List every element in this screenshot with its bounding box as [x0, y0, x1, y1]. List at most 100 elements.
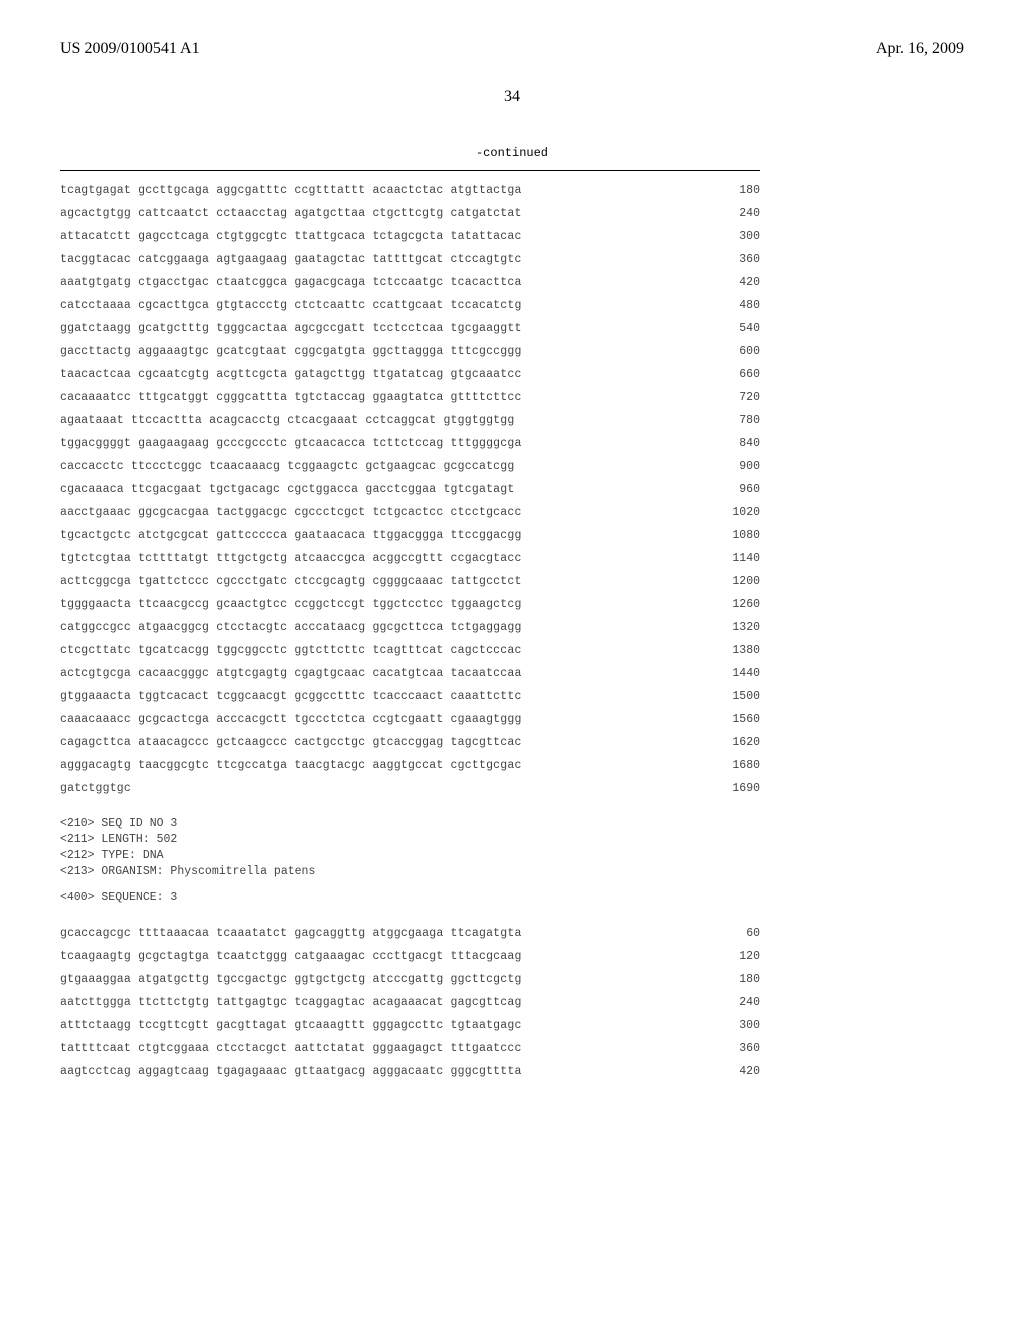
sequence-text: actcgtgcga cacaacgggc atgtcgagtg cgagtgc…	[60, 662, 522, 685]
meta-type: <212> TYPE: DNA	[60, 848, 964, 864]
sequence-text: ggatctaagg gcatgctttg tgggcactaa agcgccg…	[60, 317, 522, 340]
sequence-text: cgacaaaca ttcgacgaat tgctgacagc cgctggac…	[60, 478, 514, 501]
sequence-line: caccacctc ttccctcggc tcaacaaacg tcggaagc…	[60, 455, 760, 478]
sequence-meta: <210> SEQ ID NO 3 <211> LENGTH: 502 <212…	[60, 816, 964, 906]
page-number: 34	[60, 88, 964, 106]
sequence-position: 600	[710, 340, 760, 363]
sequence-line: atttctaagg tccgttcgtt gacgttagat gtcaaag…	[60, 1014, 760, 1037]
sequence-text: acttcggcga tgattctccc cgccctgatc ctccgca…	[60, 570, 522, 593]
sequence-position: 1080	[710, 524, 760, 547]
sequence-position: 960	[710, 478, 760, 501]
sequence-line: agcactgtgg cattcaatct cctaacctag agatgct…	[60, 202, 760, 225]
sequence-text: agggacagtg taacggcgtc ttcgccatga taacgta…	[60, 754, 522, 777]
sequence-line: gatctggtgc1690	[60, 777, 760, 800]
sequence-line: gtggaaacta tggtcacact tcggcaacgt gcggcct…	[60, 685, 760, 708]
sequence-text: gaccttactg aggaaagtgc gcatcgtaat cggcgat…	[60, 340, 522, 363]
sequence-text: cagagcttca ataacagccc gctcaagccc cactgcc…	[60, 731, 522, 754]
sequence-line: tggggaacta ttcaacgccg gcaactgtcc ccggctc…	[60, 593, 760, 616]
sequence-line: agaataaat ttccacttta acagcacctg ctcacgaa…	[60, 409, 760, 432]
sequence-position: 1620	[710, 731, 760, 754]
sequence-position: 1140	[710, 547, 760, 570]
sequence-line: cgacaaaca ttcgacgaat tgctgacagc cgctggac…	[60, 478, 760, 501]
sequence-line: caaacaaacc gcgcactcga acccacgctt tgccctc…	[60, 708, 760, 731]
sequence-text: agaataaat ttccacttta acagcacctg ctcacgaa…	[60, 409, 514, 432]
divider-line	[60, 170, 760, 171]
sequence-position: 1680	[710, 754, 760, 777]
sequence-text: gatctggtgc	[60, 777, 131, 800]
sequence-line: taacactcaa cgcaatcgtg acgttcgcta gatagct…	[60, 363, 760, 386]
sequence-block-1: tcagtgagat gccttgcaga aggcgatttc ccgttta…	[60, 179, 760, 800]
sequence-text: tcagtgagat gccttgcaga aggcgatttc ccgttta…	[60, 179, 522, 202]
sequence-position: 1560	[710, 708, 760, 731]
sequence-text: tgtctcgtaa tcttttatgt tttgctgctg atcaacc…	[60, 547, 522, 570]
sequence-position: 540	[710, 317, 760, 340]
sequence-line: tggacggggt gaagaagaag gcccgccctc gtcaaca…	[60, 432, 760, 455]
sequence-line: ggatctaagg gcatgctttg tgggcactaa agcgccg…	[60, 317, 760, 340]
sequence-position: 900	[710, 455, 760, 478]
sequence-text: catggccgcc atgaacggcg ctcctacgtc acccata…	[60, 616, 522, 639]
sequence-block-2: gcaccagcgc ttttaaacaa tcaaatatct gagcagg…	[60, 922, 760, 1083]
sequence-position: 240	[710, 991, 760, 1014]
sequence-position: 480	[710, 294, 760, 317]
sequence-line: tcaagaagtg gcgctagtga tcaatctggg catgaaa…	[60, 945, 760, 968]
publication-number: US 2009/0100541 A1	[60, 40, 200, 58]
sequence-line: catcctaaaa cgcacttgca gtgtaccctg ctctcaa…	[60, 294, 760, 317]
sequence-text: tggacggggt gaagaagaag gcccgccctc gtcaaca…	[60, 432, 522, 455]
publication-date: Apr. 16, 2009	[876, 40, 964, 58]
meta-organism: <213> ORGANISM: Physcomitrella patens	[60, 864, 964, 880]
sequence-text: gtgaaaggaa atgatgcttg tgccgactgc ggtgctg…	[60, 968, 522, 991]
sequence-text: caccacctc ttccctcggc tcaacaaacg tcggaagc…	[60, 455, 514, 478]
sequence-line: tattttcaat ctgtcggaaa ctcctacgct aattcta…	[60, 1037, 760, 1060]
sequence-line: agggacagtg taacggcgtc ttcgccatga taacgta…	[60, 754, 760, 777]
sequence-position: 180	[710, 179, 760, 202]
sequence-text: tggggaacta ttcaacgccg gcaactgtcc ccggctc…	[60, 593, 522, 616]
sequence-position: 360	[710, 1037, 760, 1060]
sequence-position: 420	[710, 271, 760, 294]
sequence-position: 360	[710, 248, 760, 271]
sequence-position: 720	[710, 386, 760, 409]
sequence-text: aacctgaaac ggcgcacgaa tactggacgc cgccctc…	[60, 501, 522, 524]
sequence-line: aagtcctcag aggagtcaag tgagagaaac gttaatg…	[60, 1060, 760, 1083]
sequence-position: 300	[710, 1014, 760, 1037]
sequence-text: tgcactgctc atctgcgcat gattccccca gaataac…	[60, 524, 522, 547]
sequence-position: 1440	[710, 662, 760, 685]
sequence-position: 660	[710, 363, 760, 386]
sequence-line: actcgtgcga cacaacgggc atgtcgagtg cgagtgc…	[60, 662, 760, 685]
sequence-line: tacggtacac catcggaaga agtgaagaag gaatagc…	[60, 248, 760, 271]
sequence-line: tgcactgctc atctgcgcat gattccccca gaataac…	[60, 524, 760, 547]
sequence-text: atttctaagg tccgttcgtt gacgttagat gtcaaag…	[60, 1014, 522, 1037]
sequence-text: aagtcctcag aggagtcaag tgagagaaac gttaatg…	[60, 1060, 522, 1083]
sequence-position: 300	[710, 225, 760, 248]
sequence-position: 840	[710, 432, 760, 455]
sequence-position: 780	[710, 409, 760, 432]
sequence-text: tacggtacac catcggaaga agtgaagaag gaatagc…	[60, 248, 522, 271]
continued-label: -continued	[60, 146, 964, 160]
sequence-position: 1260	[710, 593, 760, 616]
sequence-text: attacatctt gagcctcaga ctgtggcgtc ttattgc…	[60, 225, 522, 248]
sequence-position: 1200	[710, 570, 760, 593]
sequence-position: 180	[710, 968, 760, 991]
sequence-position: 420	[710, 1060, 760, 1083]
sequence-line: gcaccagcgc ttttaaacaa tcaaatatct gagcagg…	[60, 922, 760, 945]
sequence-line: catggccgcc atgaacggcg ctcctacgtc acccata…	[60, 616, 760, 639]
sequence-position: 240	[710, 202, 760, 225]
sequence-text: cacaaaatcc tttgcatggt cgggcattta tgtctac…	[60, 386, 522, 409]
sequence-text: tattttcaat ctgtcggaaa ctcctacgct aattcta…	[60, 1037, 522, 1060]
sequence-text: agcactgtgg cattcaatct cctaacctag agatgct…	[60, 202, 522, 225]
sequence-text: catcctaaaa cgcacttgca gtgtaccctg ctctcaa…	[60, 294, 522, 317]
sequence-position: 1020	[710, 501, 760, 524]
sequence-line: ctcgcttatc tgcatcacgg tggcggcctc ggtcttc…	[60, 639, 760, 662]
sequence-text: gcaccagcgc ttttaaacaa tcaaatatct gagcagg…	[60, 922, 522, 945]
sequence-position: 60	[710, 922, 760, 945]
meta-length: <211> LENGTH: 502	[60, 832, 964, 848]
meta-sequence-label: <400> SEQUENCE: 3	[60, 890, 964, 906]
sequence-line: gaccttactg aggaaagtgc gcatcgtaat cggcgat…	[60, 340, 760, 363]
sequence-position: 120	[710, 945, 760, 968]
sequence-line: aacctgaaac ggcgcacgaa tactggacgc cgccctc…	[60, 501, 760, 524]
sequence-text: tcaagaagtg gcgctagtga tcaatctggg catgaaa…	[60, 945, 522, 968]
sequence-line: cacaaaatcc tttgcatggt cgggcattta tgtctac…	[60, 386, 760, 409]
sequence-text: caaacaaacc gcgcactcga acccacgctt tgccctc…	[60, 708, 522, 731]
sequence-line: acttcggcga tgattctccc cgccctgatc ctccgca…	[60, 570, 760, 593]
meta-seq-id: <210> SEQ ID NO 3	[60, 816, 964, 832]
sequence-line: gtgaaaggaa atgatgcttg tgccgactgc ggtgctg…	[60, 968, 760, 991]
